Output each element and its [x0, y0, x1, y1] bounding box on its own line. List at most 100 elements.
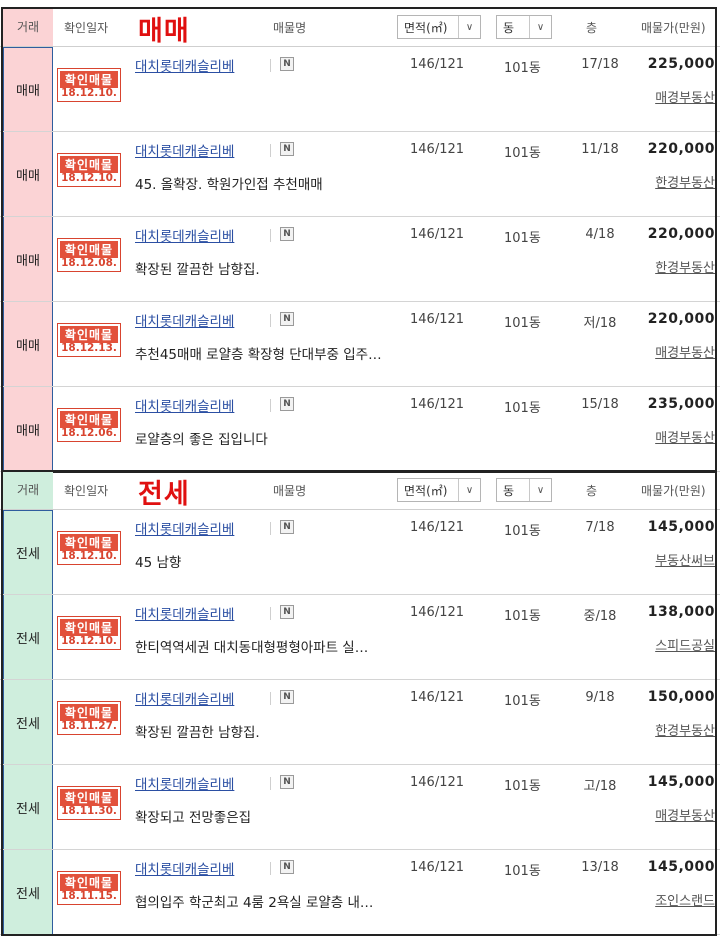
listing-dong: 101동	[504, 61, 541, 76]
header-listing-name: 매물명	[273, 21, 307, 35]
section-title-jeonse: 전세	[138, 479, 190, 510]
dong-select[interactable]: 동 ∨	[496, 15, 552, 39]
listing-description[interactable]: 협의입주 학군최고 4룸 2욕실 로얄층 내…	[135, 895, 374, 911]
table-row[interactable]: 전세 확인매물 18.11.15. 대치롯데캐슬리베 N 146/121 101동…	[0, 850, 720, 935]
listing-price: 220,000	[647, 311, 715, 327]
listing-description[interactable]: 확장된 깔끔한 남향집.	[135, 725, 260, 741]
chevron-down-icon[interactable]: ∨	[458, 16, 480, 38]
listing-description[interactable]: 45. 올확장. 학원가인접 추천매매	[135, 177, 323, 193]
header-floor[interactable]: 층	[586, 21, 598, 35]
naver-n-icon[interactable]: N	[280, 775, 294, 789]
listing-floor: 4/18	[585, 227, 615, 242]
title-divider	[270, 59, 271, 72]
agency-link[interactable]: 스피드공실	[655, 639, 715, 654]
listing-floor: 15/18	[581, 397, 619, 412]
dong-select[interactable]: 동 ∨	[496, 478, 552, 502]
listing-title-link[interactable]: 대치롯데캐슬리베	[135, 692, 235, 708]
listing-title-link[interactable]: 대치롯데캐슬리베	[135, 777, 235, 793]
agency-link[interactable]: 조인스랜드	[655, 894, 715, 909]
jeonse-header-row: 거래 확인일자 전세 매물명 면적(㎡) ∨ 동 ∨ 층 매물가(만원)	[0, 470, 720, 510]
confirmed-listing-badge: 확인매물 18.12.06.	[57, 408, 121, 442]
naver-n-icon[interactable]: N	[280, 860, 294, 874]
listing-description[interactable]: 로얄층의 좋은 집입니다	[135, 432, 268, 448]
listing-description[interactable]: 확장된 깔끔한 남향집.	[135, 262, 260, 278]
header-type: 거래	[3, 470, 53, 509]
listing-floor: 고/18	[583, 779, 617, 794]
naver-n-icon[interactable]: N	[280, 520, 294, 534]
area-select[interactable]: 면적(㎡) ∨	[397, 478, 481, 502]
sale-listing-section: 거래 확인일자 매매 매물명 면적(㎡) ∨ 동 ∨ 층 매물가(만원) 매매 …	[0, 7, 720, 473]
agency-link[interactable]: 매경부동산	[655, 431, 715, 446]
confirmed-listing-badge: 확인매물 18.12.10.	[57, 153, 121, 187]
listing-title-link[interactable]: 대치롯데캐슬리베	[135, 59, 235, 75]
listing-price: 138,000	[647, 604, 715, 620]
header-price[interactable]: 매물가(만원)	[641, 484, 706, 498]
header-price[interactable]: 매물가(만원)	[641, 21, 706, 35]
title-divider	[270, 862, 271, 875]
listing-floor: 중/18	[583, 609, 617, 624]
naver-n-icon[interactable]: N	[280, 690, 294, 704]
naver-n-icon[interactable]: N	[280, 57, 294, 71]
naver-n-icon[interactable]: N	[280, 227, 294, 241]
listing-area: 146/121	[410, 860, 465, 875]
header-confirm-date[interactable]: 확인일자	[64, 484, 109, 498]
badge-label: 확인매물	[60, 71, 118, 88]
confirmed-listing-badge: 확인매물 18.11.30.	[57, 786, 121, 820]
listing-title-link[interactable]: 대치롯데캐슬리베	[135, 522, 235, 538]
header-confirm-date[interactable]: 확인일자	[64, 21, 109, 35]
agency-link[interactable]: 부동산써브	[655, 554, 715, 569]
table-row[interactable]: 전세 확인매물 18.11.27. 대치롯데캐슬리베 N 146/121 101동…	[0, 680, 720, 765]
listing-floor: 저/18	[583, 316, 617, 331]
table-row[interactable]: 매매 확인매물 18.12.06. 대치롯데캐슬리베 N 146/121 101동…	[0, 387, 720, 472]
chevron-down-icon[interactable]: ∨	[529, 479, 551, 501]
row-type: 전세	[16, 546, 40, 562]
type-column-band	[3, 47, 53, 472]
area-select[interactable]: 면적(㎡) ∨	[397, 15, 481, 39]
naver-n-icon[interactable]: N	[280, 605, 294, 619]
listing-floor: 11/18	[581, 142, 619, 157]
table-row[interactable]: 전세 확인매물 18.11.30. 대치롯데캐슬리베 N 146/121 101동…	[0, 765, 720, 850]
naver-n-icon[interactable]: N	[280, 142, 294, 156]
agency-link[interactable]: 매경부동산	[655, 91, 715, 106]
chevron-down-icon[interactable]: ∨	[458, 479, 480, 501]
badge-date: 18.12.06.	[61, 427, 117, 439]
listing-title-link[interactable]: 대치롯데캐슬리베	[135, 862, 235, 878]
listing-title-link[interactable]: 대치롯데캐슬리베	[135, 144, 235, 160]
agency-link[interactable]: 한경부동산	[655, 261, 715, 276]
table-row[interactable]: 전세 확인매물 18.12.10. 대치롯데캐슬리베 N 146/121 101동…	[0, 595, 720, 680]
row-type: 매매	[16, 83, 40, 99]
table-row[interactable]: 매매 확인매물 18.12.10. 대치롯데캐슬리베 N 146/121 101동…	[0, 132, 720, 217]
listing-title-link[interactable]: 대치롯데캐슬리베	[135, 314, 235, 330]
listing-description[interactable]: 추천45매매 로얄층 확장형 단대부중 입주…	[135, 347, 382, 363]
table-row[interactable]: 매매 확인매물 18.12.08. 대치롯데캐슬리베 N 146/121 101동…	[0, 217, 720, 302]
listing-description[interactable]: 한티역역세권 대치동대형평형아파트 실…	[135, 640, 369, 656]
agency-link[interactable]: 한경부동산	[655, 176, 715, 191]
listing-price: 225,000	[647, 56, 715, 72]
badge-date: 18.11.30.	[61, 805, 117, 817]
listing-floor: 13/18	[581, 860, 619, 875]
chevron-down-icon[interactable]: ∨	[529, 16, 551, 38]
listing-area: 146/121	[410, 520, 465, 535]
table-row[interactable]: 매매 확인매물 18.12.13. 대치롯데캐슬리베 N 146/121 101동…	[0, 302, 720, 387]
listing-price: 220,000	[647, 226, 715, 242]
listing-area: 146/121	[410, 142, 465, 157]
agency-link[interactable]: 한경부동산	[655, 724, 715, 739]
listing-description[interactable]: 확장되고 전망좋은집	[135, 810, 252, 826]
table-row[interactable]: 매매 확인매물 18.12.10. 대치롯데캐슬리베 N 146/121 101동…	[0, 47, 720, 132]
table-row[interactable]: 전세 확인매물 18.12.10. 대치롯데캐슬리베 N 146/121 101동…	[0, 510, 720, 595]
naver-n-icon[interactable]: N	[280, 397, 294, 411]
header-floor[interactable]: 층	[586, 484, 598, 498]
dong-select-value: 동	[503, 483, 515, 498]
row-type: 매매	[16, 253, 40, 269]
naver-n-icon[interactable]: N	[280, 312, 294, 326]
listing-title-link[interactable]: 대치롯데캐슬리베	[135, 607, 235, 623]
listing-dong: 101동	[504, 316, 541, 331]
listing-area: 146/121	[410, 775, 465, 790]
title-divider	[270, 607, 271, 620]
listing-title-link[interactable]: 대치롯데캐슬리베	[135, 229, 235, 245]
agency-link[interactable]: 매경부동산	[655, 346, 715, 361]
confirmed-listing-badge: 확인매물 18.12.08.	[57, 238, 121, 272]
listing-description[interactable]: 45 남향	[135, 555, 182, 571]
agency-link[interactable]: 매경부동산	[655, 809, 715, 824]
listing-title-link[interactable]: 대치롯데캐슬리베	[135, 399, 235, 415]
